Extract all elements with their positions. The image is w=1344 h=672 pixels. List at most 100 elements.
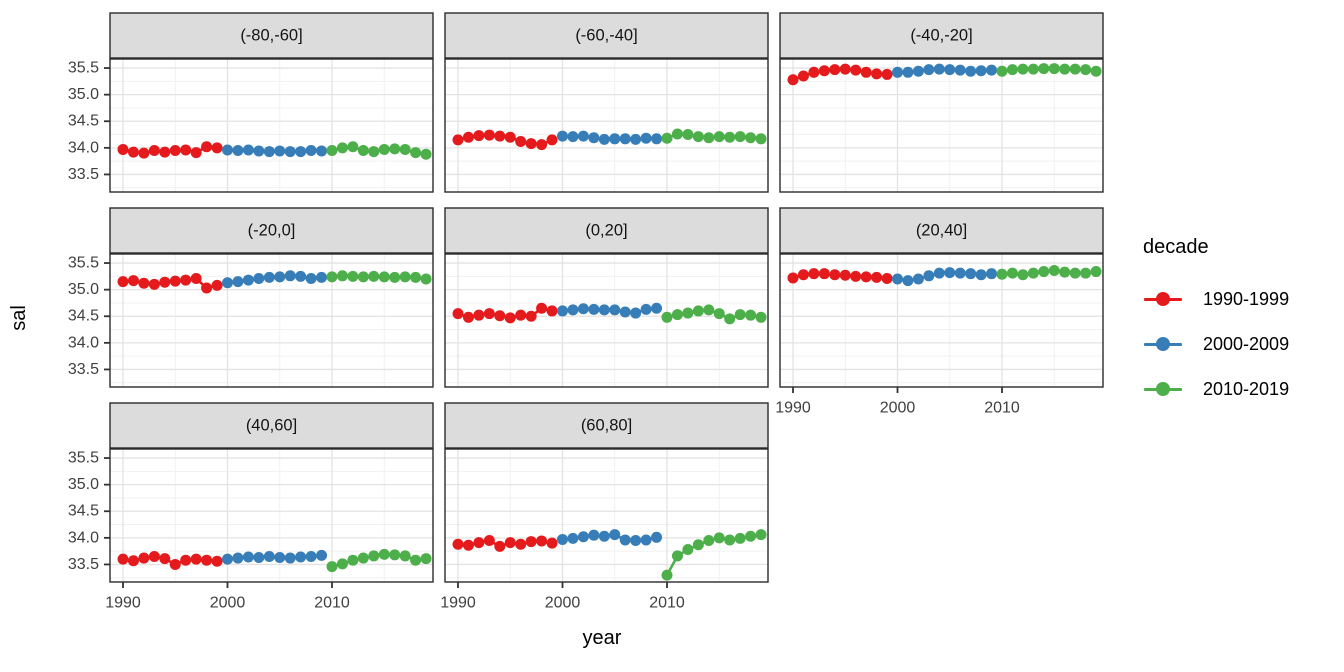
x-tick-label: 2010 [649,595,685,612]
data-point [892,273,903,285]
data-point [483,308,495,320]
facet-panel-(-80,-60]: (-80,-60] [109,12,434,193]
data-point [483,535,495,547]
x-tick-label: 2010 [314,595,350,612]
data-point [232,145,244,157]
facet-strip-label: (60,80] [581,417,632,435]
facet-panel-(0,20]: (0,20] [444,207,769,388]
data-point [881,68,893,80]
data-point [305,145,317,157]
data-point [504,131,516,143]
facet-strip-label: (0,20] [585,222,627,240]
data-point [745,309,757,321]
x-tick-label: 2000 [880,400,916,417]
legend-entry-label: 1990-1999 [1203,288,1290,309]
y-tick-label: 35.0 [68,281,99,298]
data-point [274,552,286,564]
data-point [703,304,715,316]
data-point [745,530,757,542]
legend-entry-1990-1999: 1990-1999 [1143,287,1289,311]
data-point [399,271,411,283]
data-point [651,133,663,145]
data-point [850,270,862,282]
data-point [598,304,610,316]
y-tick-label: 35.5 [68,450,99,467]
data-point [692,305,704,317]
data-point [138,552,150,564]
y-tick-label: 34.5 [68,113,99,130]
data-point [1038,266,1050,278]
facet-strip-label: (-40,-20] [910,27,972,45]
data-point [117,276,129,288]
data-point [180,274,192,286]
data-point [546,305,558,317]
data-point [201,141,213,153]
y-axis-title: sal [8,305,30,331]
data-point [1006,267,1018,279]
data-point [755,311,767,323]
data-point [242,144,254,156]
facet-strip-label: (20,40] [916,222,967,240]
data-point [1090,266,1102,278]
data-point [148,550,160,562]
data-point [965,65,977,77]
data-point [284,146,296,158]
facet-strip [444,402,769,449]
data-point [462,131,474,143]
data-point [127,555,139,567]
data-point [232,276,244,288]
data-point [357,552,369,564]
data-point [211,142,223,154]
data-point [671,309,683,321]
data-point [462,311,474,323]
data-point [190,553,202,565]
data-point [253,272,265,284]
data-point [609,304,621,316]
data-point [557,130,568,142]
data-point [473,309,485,321]
data-point [671,128,683,140]
data-point [515,135,527,147]
data-point [378,271,390,283]
data-point [336,270,348,282]
data-point [577,130,589,142]
data-point [1006,64,1018,76]
data-point [609,529,621,541]
data-point [986,64,998,76]
legend: decade 1990-1999 2000-2009 2010-2019 [1143,0,1343,672]
data-point [117,553,129,565]
data-point [148,278,160,290]
data-point [536,302,548,314]
data-point [295,270,307,282]
facet-panel-(40,60]: (40,60] [109,402,434,583]
data-point [839,63,851,75]
data-point [253,145,265,157]
data-point [263,271,275,283]
data-point [598,133,610,145]
data-point [242,551,254,563]
data-point [975,65,987,77]
data-point [703,535,715,547]
data-point [232,552,244,564]
data-point [190,147,202,159]
data-point [295,551,307,563]
data-point [682,129,694,141]
data-point [494,540,506,552]
data-point [389,549,401,561]
data-point [839,269,851,281]
data-point [1080,267,1092,279]
data-point [389,271,401,283]
x-tick-label: 1990 [775,400,811,417]
legend-key-line-dot-icon [1143,287,1183,311]
data-point [567,304,579,316]
data-point [410,271,422,283]
data-point [661,311,673,323]
data-point [515,538,527,550]
facet-strip-label: (-60,-40] [575,27,637,45]
data-point [954,64,966,76]
data-point [169,275,181,287]
data-point [557,305,568,317]
data-point [1069,267,1081,279]
data-point [713,308,725,320]
